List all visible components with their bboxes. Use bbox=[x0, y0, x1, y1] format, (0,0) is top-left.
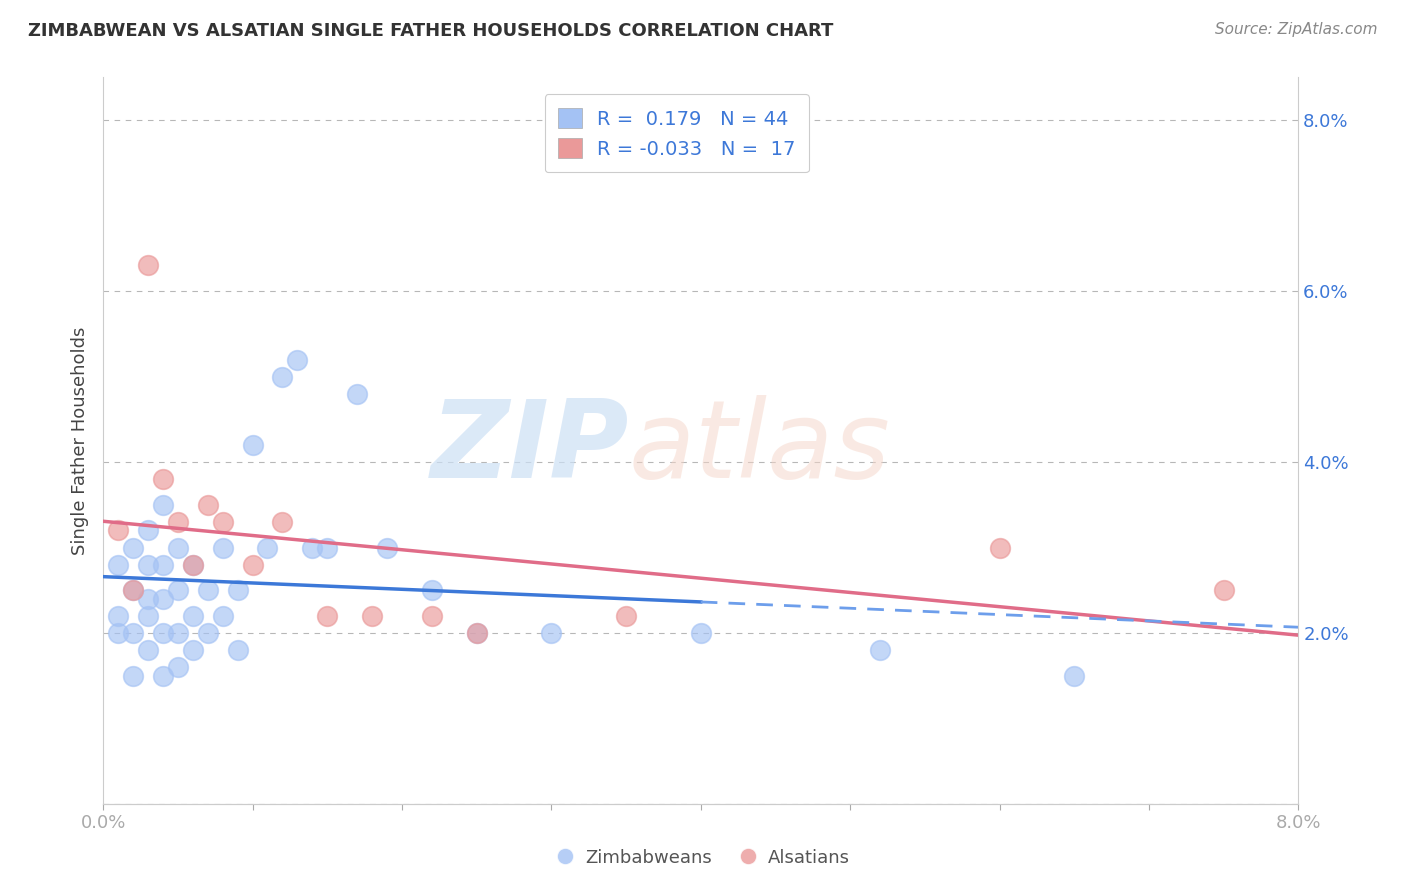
Point bbox=[107, 558, 129, 572]
Legend: Zimbabweans, Alsatians: Zimbabweans, Alsatians bbox=[548, 841, 858, 874]
Point bbox=[152, 669, 174, 683]
Point bbox=[375, 541, 398, 555]
Point bbox=[226, 643, 249, 657]
Point bbox=[211, 515, 233, 529]
Point bbox=[136, 558, 159, 572]
Legend: R =  0.179   N = 44, R = -0.033   N =  17: R = 0.179 N = 44, R = -0.033 N = 17 bbox=[544, 95, 808, 172]
Point bbox=[107, 626, 129, 640]
Point bbox=[614, 609, 637, 624]
Point bbox=[152, 558, 174, 572]
Point bbox=[122, 583, 145, 598]
Point bbox=[136, 609, 159, 624]
Point bbox=[197, 498, 219, 512]
Point bbox=[136, 643, 159, 657]
Point bbox=[107, 524, 129, 538]
Point bbox=[346, 386, 368, 401]
Text: ZIMBABWEAN VS ALSATIAN SINGLE FATHER HOUSEHOLDS CORRELATION CHART: ZIMBABWEAN VS ALSATIAN SINGLE FATHER HOU… bbox=[28, 22, 834, 40]
Point bbox=[152, 626, 174, 640]
Point bbox=[107, 609, 129, 624]
Point bbox=[152, 472, 174, 486]
Point bbox=[540, 626, 562, 640]
Point bbox=[1212, 583, 1234, 598]
Point bbox=[197, 583, 219, 598]
Text: Source: ZipAtlas.com: Source: ZipAtlas.com bbox=[1215, 22, 1378, 37]
Point bbox=[465, 626, 488, 640]
Point bbox=[197, 626, 219, 640]
Point bbox=[136, 259, 159, 273]
Point bbox=[256, 541, 278, 555]
Point bbox=[361, 609, 384, 624]
Point bbox=[420, 609, 443, 624]
Point bbox=[316, 541, 339, 555]
Point bbox=[242, 438, 264, 452]
Y-axis label: Single Father Households: Single Father Households bbox=[72, 326, 89, 555]
Point bbox=[122, 626, 145, 640]
Point bbox=[869, 643, 891, 657]
Point bbox=[242, 558, 264, 572]
Point bbox=[122, 583, 145, 598]
Point bbox=[465, 626, 488, 640]
Point bbox=[152, 591, 174, 606]
Point bbox=[122, 541, 145, 555]
Point bbox=[226, 583, 249, 598]
Point bbox=[181, 558, 204, 572]
Point bbox=[316, 609, 339, 624]
Point bbox=[166, 626, 188, 640]
Point bbox=[211, 541, 233, 555]
Point bbox=[988, 541, 1011, 555]
Point bbox=[181, 558, 204, 572]
Point bbox=[136, 524, 159, 538]
Point bbox=[285, 352, 308, 367]
Point bbox=[152, 498, 174, 512]
Point bbox=[271, 515, 294, 529]
Point bbox=[301, 541, 323, 555]
Point bbox=[166, 583, 188, 598]
Point bbox=[122, 669, 145, 683]
Point bbox=[136, 591, 159, 606]
Point bbox=[166, 515, 188, 529]
Point bbox=[1063, 669, 1085, 683]
Point bbox=[271, 369, 294, 384]
Text: atlas: atlas bbox=[628, 395, 891, 500]
Point bbox=[181, 609, 204, 624]
Point bbox=[166, 541, 188, 555]
Point bbox=[181, 643, 204, 657]
Point bbox=[211, 609, 233, 624]
Point bbox=[166, 660, 188, 674]
Text: ZIP: ZIP bbox=[430, 395, 628, 501]
Point bbox=[689, 626, 711, 640]
Point bbox=[420, 583, 443, 598]
